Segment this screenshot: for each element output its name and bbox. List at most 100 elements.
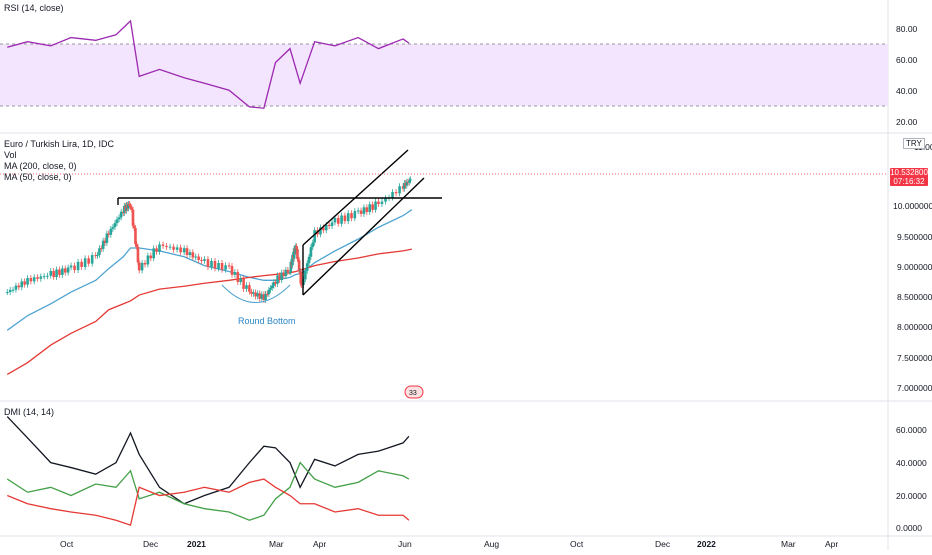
rsi-tick: 40.00 (896, 86, 918, 96)
candle-body (58, 269, 61, 275)
candle-body (46, 275, 49, 277)
candle-body (132, 225, 136, 229)
time-tick: Mar (269, 539, 284, 549)
price-layer (5, 176, 413, 376)
candle-body (143, 262, 147, 265)
candle-body (322, 227, 325, 231)
candle-body (94, 255, 97, 257)
candle-body (405, 181, 409, 186)
last-price-tag: 10.532800 07:16:32 (890, 168, 928, 186)
rsi-tick: 20.00 (896, 117, 918, 127)
candle-body (136, 246, 140, 263)
candle-body (291, 254, 294, 266)
dmi-layer (6, 416, 410, 526)
candle-body (284, 269, 288, 277)
candle-body (5, 292, 9, 294)
candle-body (333, 218, 337, 223)
candle-body (265, 293, 269, 295)
candle-body (307, 256, 311, 264)
volume-badge[interactable] (404, 385, 424, 399)
candle-body (179, 247, 182, 253)
candle-body (297, 260, 301, 272)
candle-body (380, 201, 384, 205)
candle-body (282, 272, 286, 277)
dmi-tick: 0.0000 (896, 523, 922, 533)
candle-body (242, 278, 245, 289)
time-tick: Jun (398, 539, 412, 549)
candle-body (137, 262, 141, 271)
candle-body (39, 276, 43, 279)
candle-body (131, 209, 135, 226)
price-title: Euro / Turkish Lira, 1D, IDC (4, 139, 115, 149)
candle-body (175, 247, 179, 250)
candle-body (135, 244, 139, 247)
rsi-tick: 60.00 (896, 55, 918, 65)
dmi-tick: 60.0000 (896, 425, 927, 435)
channel-lower-line[interactable] (302, 177, 425, 296)
candle-body (252, 292, 255, 294)
currency-badge[interactable]: TRY (903, 138, 925, 149)
candle-body (105, 233, 109, 243)
candle-body (343, 215, 347, 222)
candle-body (127, 203, 130, 209)
candle-body (49, 270, 53, 276)
candle-body (304, 270, 307, 280)
price-tick: 10.000000 (893, 201, 932, 211)
rsi-label: RSI (14, close) (4, 3, 64, 13)
candle-body (172, 246, 175, 250)
candle-body (23, 281, 26, 285)
time-tick: Apr (825, 539, 838, 549)
candle-body (288, 271, 292, 273)
candle-body (213, 260, 217, 269)
candle-body (29, 278, 33, 282)
candle-body (206, 259, 210, 268)
price-tick: 7.500000 (897, 353, 932, 363)
candle-body (36, 277, 39, 279)
candle-body (250, 291, 253, 294)
candle-body (8, 289, 12, 293)
price-tick: 8.000000 (897, 322, 932, 332)
price-tick: 8.500000 (897, 292, 932, 302)
candle-body (368, 204, 372, 212)
candle-body (182, 248, 186, 253)
candle-body (233, 272, 237, 275)
candle-body (96, 254, 99, 256)
candle-body (384, 198, 387, 202)
dmi-tick: 40.0000 (896, 458, 927, 468)
candle-body (324, 224, 328, 231)
rsi-tick: 80.00 (896, 24, 918, 34)
price-tick: 7.000000 (897, 383, 932, 393)
candle-body (245, 285, 248, 289)
time-tick: 2021 (187, 539, 206, 549)
candle-body (103, 240, 107, 243)
vol-label: Vol (4, 150, 17, 160)
candle-body (359, 210, 363, 214)
channel-upper-line[interactable] (302, 149, 409, 246)
adx-line (6, 416, 410, 505)
candle-body (365, 207, 369, 212)
round-bottom-arc[interactable] (221, 284, 291, 303)
candle-body (109, 228, 113, 235)
candle-body (194, 256, 198, 258)
candle-body (90, 255, 94, 264)
price-tick: 9.500000 (897, 232, 932, 242)
candle-body (73, 265, 76, 271)
candle-body (158, 244, 161, 252)
candle-body (408, 180, 411, 183)
candle-body (119, 211, 123, 218)
candle-body (398, 186, 401, 194)
candle-body (280, 272, 284, 281)
candle-body (32, 277, 36, 282)
candle-body (248, 285, 251, 292)
candle-body (55, 269, 58, 277)
ma50-label: MA (50, close, 0) (4, 172, 72, 182)
candle-body (98, 248, 101, 255)
candle-body (292, 248, 296, 259)
candle-body (200, 259, 203, 261)
candle-body (356, 210, 360, 212)
candle-body (391, 192, 394, 198)
candle-body (87, 258, 90, 264)
candle-body (83, 258, 87, 268)
